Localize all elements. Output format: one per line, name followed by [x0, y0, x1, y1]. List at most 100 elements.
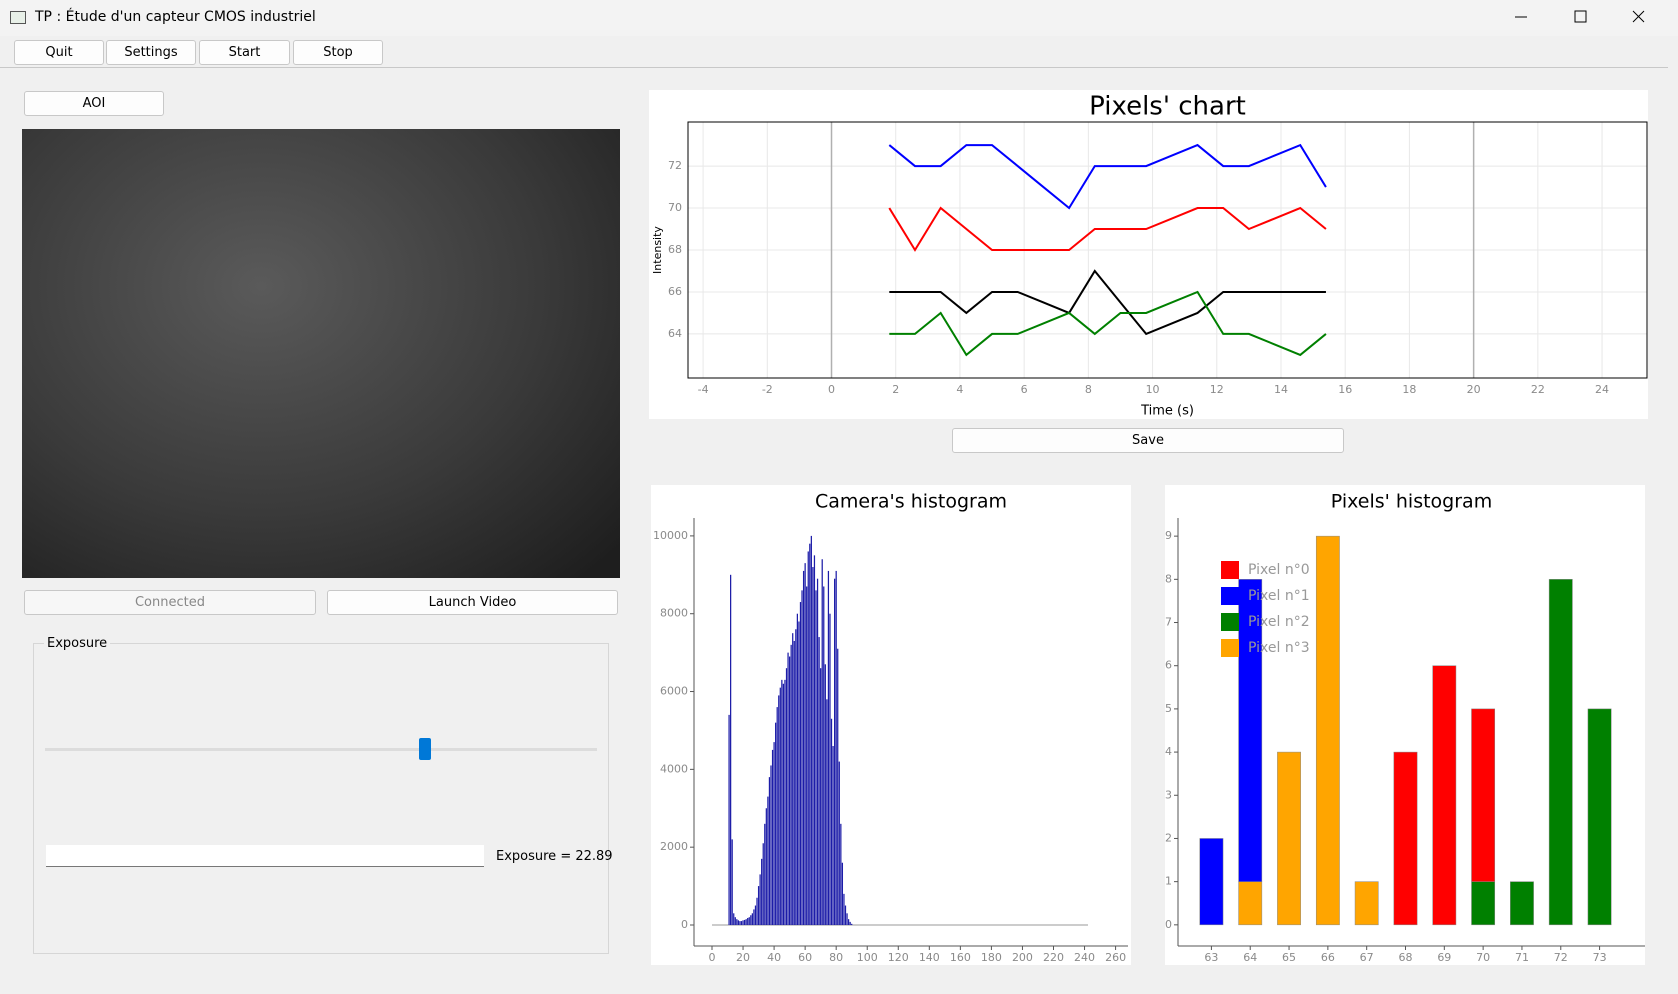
- quit-button[interactable]: Quit: [14, 40, 104, 65]
- histogram-bar: [815, 590, 817, 925]
- x-tick-label: 14: [1274, 383, 1288, 396]
- y-tick-label: 0: [1165, 918, 1172, 931]
- histogram-bar: [812, 567, 814, 925]
- window-controls[interactable]: [1500, 0, 1678, 36]
- stacked-bar: [1199, 838, 1224, 926]
- histogram-bar: [827, 570, 830, 925]
- histogram-bar: [778, 695, 780, 925]
- histogram-bar: [754, 905, 757, 925]
- stacked-bar: [1510, 881, 1534, 926]
- legend-label: Pixel n°0: [1248, 562, 1310, 578]
- legend-swatch: [1221, 561, 1239, 579]
- x-tick-label: 0: [709, 951, 716, 964]
- histogram-bar: [787, 652, 789, 925]
- histogram-bar: [731, 839, 733, 925]
- x-tick-label: -4: [698, 383, 709, 396]
- x-tick-label: 200: [1012, 951, 1033, 964]
- x-tick-label: 180: [981, 951, 1002, 964]
- close[interactable]: [1632, 10, 1645, 23]
- x-tick-label: 67: [1360, 951, 1374, 964]
- histogram-bar: [751, 913, 753, 925]
- legend-swatch: [1221, 587, 1239, 605]
- histogram-bar: [810, 535, 812, 925]
- histogram-bar: [737, 920, 740, 925]
- aoi-button[interactable]: AOI: [24, 91, 164, 116]
- y-tick-label: 10000: [653, 529, 688, 542]
- y-tick-label: 4: [1165, 745, 1172, 758]
- histogram-bar: [840, 823, 842, 925]
- x-tick-label: 20: [736, 951, 750, 964]
- x-tick-label: 64: [1243, 951, 1257, 964]
- histogram-bar: [759, 874, 761, 925]
- y-tick-label: 9: [1165, 529, 1172, 542]
- slider-groove: [45, 748, 597, 751]
- pixels-chart-panel: [649, 90, 1648, 419]
- histogram-bar: [739, 921, 741, 925]
- histogram-bar: [801, 590, 803, 925]
- y-tick-label: 64: [668, 327, 682, 340]
- y-axis-label: Intensity: [651, 226, 664, 274]
- stop-button[interactable]: Stop: [293, 40, 383, 65]
- y-tick-label: 66: [668, 285, 682, 298]
- histogram-bar: [816, 578, 819, 925]
- exposure-label: Exposure = 22.89: [496, 849, 613, 864]
- histogram-bar: [809, 543, 811, 925]
- histogram-bar: [764, 823, 766, 925]
- histogram-bar: [770, 765, 772, 925]
- settings-button[interactable]: Settings: [106, 40, 196, 65]
- toolbar-separator: [0, 67, 1668, 68]
- x-tick-label: 20: [1467, 383, 1481, 396]
- histogram-bar: [796, 613, 798, 925]
- histogram-bar: [762, 843, 764, 925]
- histogram-bar: [779, 687, 781, 925]
- x-tick-label: 63: [1204, 951, 1218, 964]
- histogram-bar: [757, 886, 760, 925]
- histogram-bar: [838, 761, 840, 925]
- pixel-line: [888, 206, 1327, 252]
- histogram-bar: [843, 893, 845, 925]
- histogram-bar: [753, 909, 755, 925]
- x-tick-label: 2: [892, 383, 899, 396]
- histogram-bar: [826, 699, 828, 925]
- histogram-bar: [849, 921, 851, 925]
- x-tick-label: 16: [1338, 383, 1352, 396]
- pixel-line: [888, 143, 1327, 210]
- histogram-bar: [798, 621, 800, 925]
- x-tick-label: 70: [1476, 951, 1490, 964]
- x-tick-label: 6: [1021, 383, 1028, 396]
- stacked-bar: [1277, 751, 1301, 926]
- slider-handle[interactable]: [419, 738, 431, 760]
- histogram-bar: [756, 897, 758, 925]
- exposure-input[interactable]: [46, 845, 484, 867]
- chart-title: Pixels' chart: [1089, 92, 1246, 122]
- save-button[interactable]: Save: [952, 428, 1344, 453]
- stacked-bar: [1238, 579, 1263, 882]
- histogram-bar: [740, 921, 743, 925]
- x-tick-label: 69: [1437, 951, 1451, 964]
- histogram-bar: [761, 858, 763, 925]
- x-axis-label: Time (s): [1140, 404, 1194, 419]
- x-tick-label: 24: [1595, 383, 1609, 396]
- x-tick-label: 71: [1515, 951, 1529, 964]
- maximize[interactable]: [1574, 10, 1587, 23]
- y-tick-label: 5: [1165, 702, 1172, 715]
- x-tick-label: 80: [829, 951, 843, 964]
- x-tick-label: 73: [1593, 951, 1607, 964]
- app-icon: [10, 11, 26, 24]
- x-tick-label: 68: [1399, 951, 1413, 964]
- y-tick-label: 68: [668, 243, 682, 256]
- histogram-bar: [768, 777, 771, 925]
- start-button[interactable]: Start: [199, 40, 290, 65]
- histogram-bar: [847, 919, 850, 925]
- histogram-bar: [747, 917, 749, 925]
- histogram-bar: [765, 808, 767, 925]
- histogram-bar: [750, 915, 752, 925]
- launch-video-button[interactable]: Launch Video: [327, 590, 618, 615]
- pixel-line: [889, 269, 1326, 336]
- x-tick-label: 140: [919, 951, 940, 964]
- x-tick-label: 160: [950, 951, 971, 964]
- histogram-bar: [844, 905, 847, 925]
- x-tick-label: 4: [956, 383, 963, 396]
